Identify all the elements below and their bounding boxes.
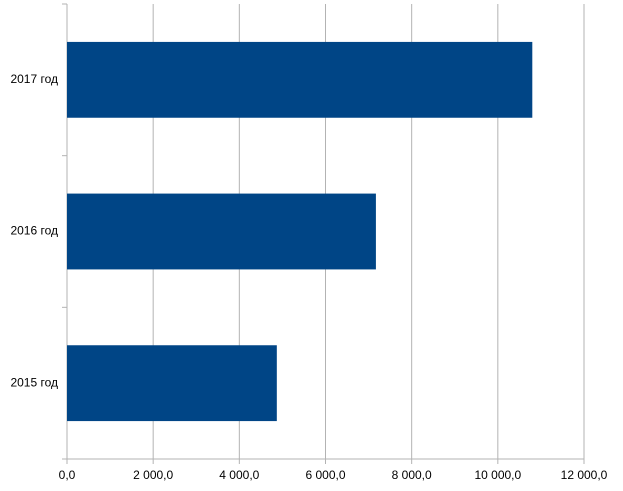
- y-tick-label: 2017 год: [10, 72, 58, 86]
- y-tick-label: 2016 год: [10, 224, 58, 238]
- bar: [67, 345, 277, 422]
- x-tick-label: 8 000,0: [392, 468, 432, 482]
- x-tick-label: 4 000,0: [219, 468, 259, 482]
- x-tick-label: 10 000,0: [474, 468, 521, 482]
- y-tick-label: 2015 год: [10, 375, 58, 389]
- x-tick-label: 6 000,0: [305, 468, 345, 482]
- bar: [67, 193, 376, 270]
- x-tick-label: 2 000,0: [133, 468, 173, 482]
- bar: [67, 41, 533, 118]
- x-tick-label: 0,0: [59, 468, 76, 482]
- x-tick-label: 12 000,0: [561, 468, 608, 482]
